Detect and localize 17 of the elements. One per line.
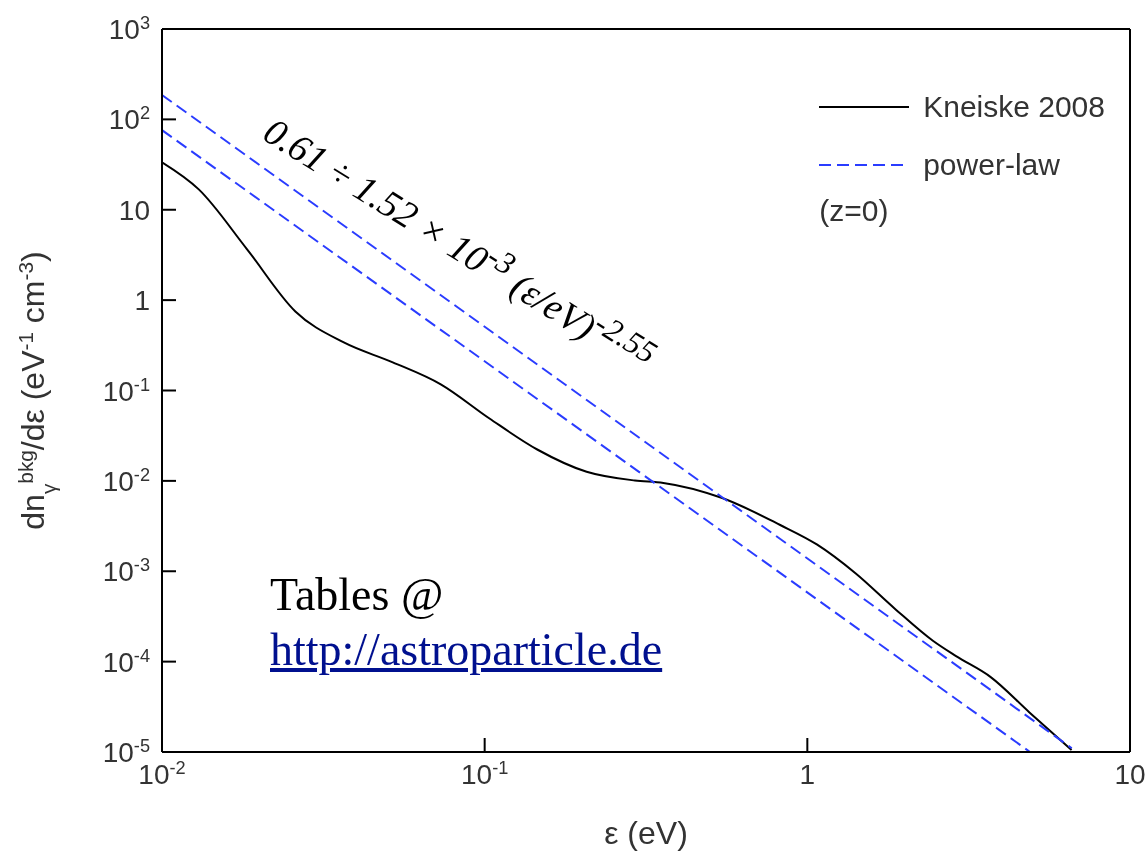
legend-label: power-law xyxy=(923,148,1060,182)
y-tick-label: 10$^{2}$ xyxy=(108,103,150,136)
x-tick-label: 10 xyxy=(1114,759,1145,790)
y-tick-label: 10$^{-4}$ xyxy=(102,645,150,678)
annotation: Tables @ xyxy=(270,568,444,621)
y-tick-label: 10$^{3}$ xyxy=(108,13,150,45)
x-tick-label: 1 xyxy=(799,759,816,790)
x-tick-label: 10$^{-1}$ xyxy=(461,758,509,790)
y-tick-label: 10$^{-2}$ xyxy=(102,464,150,497)
y-tick-label: 10 xyxy=(118,194,150,226)
y-tick-label: 10$^{-1}$ xyxy=(102,374,150,407)
legend-label: Kneiske 2008 xyxy=(923,90,1105,124)
annotation: http://astroparticle.de xyxy=(270,623,663,676)
annotation: (z=0) xyxy=(819,194,890,229)
y-tick-label: 1 xyxy=(134,285,150,317)
x-axis-title: ε (eV) xyxy=(604,815,688,851)
y-tick-label: 10$^{-3}$ xyxy=(102,555,150,588)
